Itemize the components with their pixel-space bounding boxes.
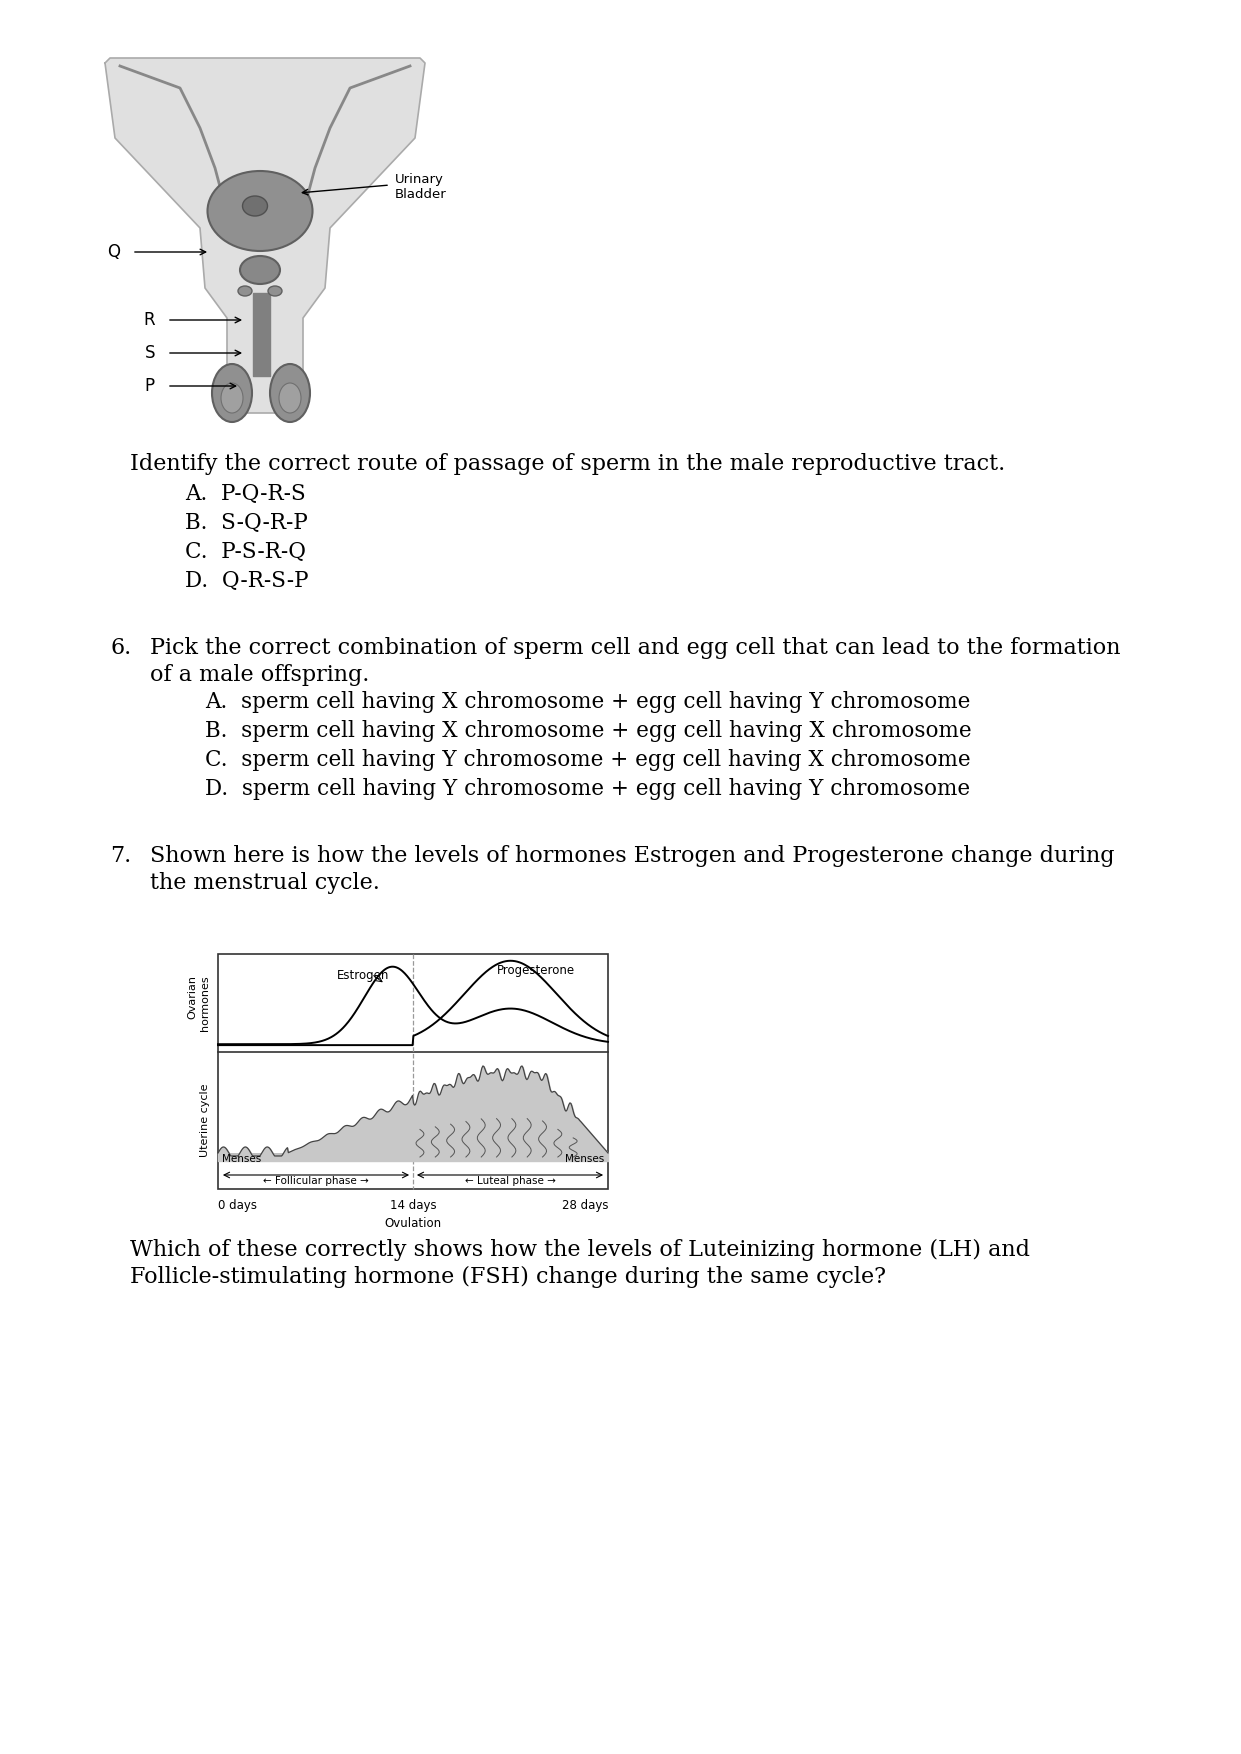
- Text: Which of these correctly shows how the levels of Luteinizing hormone (LH) and: Which of these correctly shows how the l…: [130, 1238, 1030, 1261]
- Polygon shape: [105, 58, 424, 412]
- Text: Estrogen: Estrogen: [336, 968, 388, 982]
- Text: B.  sperm cell having X chromosome + egg cell having X chromosome: B. sperm cell having X chromosome + egg …: [205, 719, 972, 742]
- Bar: [218, 954, 608, 1189]
- Text: of a male offspring.: of a male offspring.: [150, 665, 370, 686]
- Ellipse shape: [238, 286, 252, 296]
- Text: Menses: Menses: [565, 1154, 604, 1165]
- Text: the menstrual cycle.: the menstrual cycle.: [150, 872, 380, 895]
- Text: Shown here is how the levels of hormones Estrogen and Progesterone change during: Shown here is how the levels of hormones…: [150, 845, 1114, 866]
- Ellipse shape: [268, 286, 282, 296]
- Text: A.  sperm cell having X chromosome + egg cell having Y chromosome: A. sperm cell having X chromosome + egg …: [205, 691, 970, 712]
- Text: 0 days: 0 days: [218, 1200, 257, 1212]
- Text: ← Luteal phase →: ← Luteal phase →: [464, 1175, 556, 1186]
- Ellipse shape: [279, 382, 302, 412]
- Text: D.  Q-R-S-P: D. Q-R-S-P: [185, 570, 309, 593]
- Text: ← Follicular phase →: ← Follicular phase →: [263, 1175, 369, 1186]
- Text: Progesterone: Progesterone: [496, 965, 575, 977]
- Text: Follicle-stimulating hormone (FSH) change during the same cycle?: Follicle-stimulating hormone (FSH) chang…: [130, 1266, 886, 1287]
- Text: 28 days: 28 days: [561, 1200, 608, 1212]
- Text: C.  P-S-R-Q: C. P-S-R-Q: [185, 540, 307, 563]
- Text: 14 days: 14 days: [390, 1200, 437, 1212]
- Text: Menses: Menses: [222, 1154, 262, 1165]
- Text: 7.: 7.: [110, 845, 132, 866]
- Text: A.  P-Q-R-S: A. P-Q-R-S: [185, 482, 305, 505]
- Text: R: R: [144, 310, 155, 330]
- Ellipse shape: [207, 170, 313, 251]
- Text: B.  S-Q-R-P: B. S-Q-R-P: [185, 512, 308, 533]
- Text: Pick the correct combination of sperm cell and egg cell that can lead to the for: Pick the correct combination of sperm ce…: [150, 637, 1121, 660]
- Text: 6.: 6.: [110, 637, 132, 660]
- Ellipse shape: [242, 196, 268, 216]
- Ellipse shape: [212, 365, 252, 423]
- Text: Uterine cycle: Uterine cycle: [200, 1084, 210, 1158]
- Text: Identify the correct route of passage of sperm in the male reproductive tract.: Identify the correct route of passage of…: [130, 453, 1005, 475]
- Text: D.  sperm cell having Y chromosome + egg cell having Y chromosome: D. sperm cell having Y chromosome + egg …: [205, 779, 970, 800]
- Text: S: S: [144, 344, 155, 361]
- Text: Q: Q: [107, 244, 120, 261]
- Ellipse shape: [271, 365, 310, 423]
- Ellipse shape: [240, 256, 280, 284]
- Bar: [218, 1152, 607, 1161]
- Text: Ovarian
hormones: Ovarian hormones: [187, 975, 210, 1031]
- Ellipse shape: [221, 382, 243, 412]
- Text: P: P: [145, 377, 155, 395]
- Text: Ovulation: Ovulation: [385, 1217, 442, 1230]
- Text: C.  sperm cell having Y chromosome + egg cell having X chromosome: C. sperm cell having Y chromosome + egg …: [205, 749, 970, 772]
- Text: Urinary
Bladder: Urinary Bladder: [395, 174, 447, 202]
